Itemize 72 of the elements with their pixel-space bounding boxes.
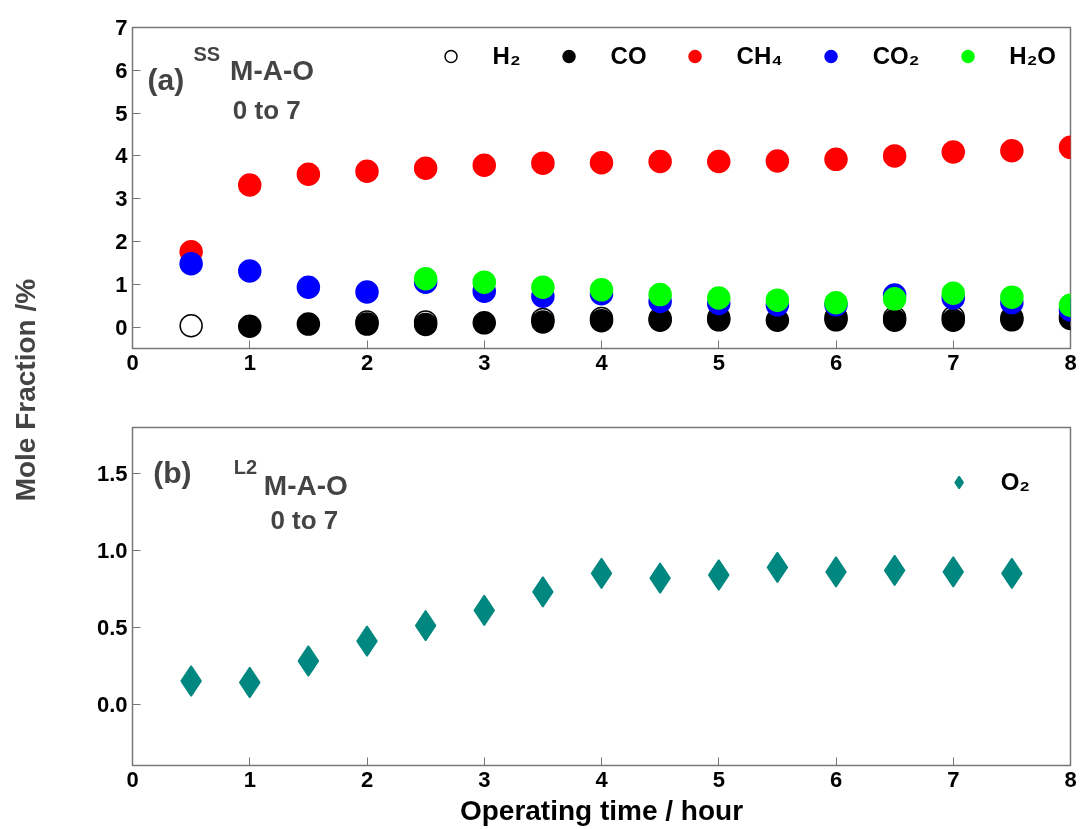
point (648, 282, 672, 307)
x-tick-label: 4 (595, 766, 609, 792)
y-tick-label: 4 (115, 143, 129, 169)
point (531, 151, 555, 175)
x-tick-label: 8 (1064, 766, 1077, 792)
y-tick-label: 5 (115, 100, 128, 126)
legend-label: CO₂ (872, 42, 920, 70)
legend-label: CH₄ (736, 42, 783, 70)
point (882, 144, 907, 168)
annotation: SSM-A-O (193, 42, 315, 87)
legend-label: CO (610, 42, 647, 70)
point (707, 149, 731, 174)
annotation: 0 to 7 (232, 94, 301, 125)
point (648, 149, 672, 174)
point (355, 159, 379, 184)
x-tick-label: 6 (829, 349, 843, 375)
point (296, 162, 321, 187)
point (824, 147, 848, 172)
x-tick-label: 1 (243, 349, 256, 375)
legend-label: H₂O (1009, 42, 1056, 70)
x-tick-label: 3 (478, 349, 491, 375)
point (179, 314, 203, 338)
point (1000, 285, 1024, 309)
x-tick-label: 2 (360, 766, 374, 792)
point (297, 645, 320, 677)
annotation: 0 to 7 (270, 505, 339, 536)
annotation: (a) (147, 62, 185, 96)
point (238, 314, 262, 338)
y-tick-label: 6 (115, 57, 128, 83)
y-tick-label: 1 (115, 271, 128, 297)
point (472, 270, 496, 294)
point (941, 281, 965, 306)
x-tick-label: 2 (360, 349, 374, 375)
legend-label: H₂ (492, 42, 521, 70)
x-tick-label: 8 (1064, 349, 1077, 375)
point (296, 275, 321, 300)
point (238, 259, 262, 283)
y-tick-label: 0.5 (96, 614, 128, 640)
point (765, 288, 790, 312)
point (941, 140, 965, 164)
x-tick-label: 1 (243, 766, 256, 792)
point (1000, 139, 1024, 163)
y-tick-label: 1.5 (96, 461, 128, 487)
x-tick-label: 7 (947, 766, 960, 792)
x-tick-label: 5 (712, 349, 725, 375)
annotation: L2M-A-O (233, 455, 348, 502)
point (238, 173, 262, 197)
point (589, 151, 614, 175)
point (472, 153, 496, 178)
x-tick-label: 5 (712, 766, 725, 792)
legend-label: O₂ (1000, 468, 1030, 496)
y-tick-label: 2 (115, 229, 128, 254)
point (765, 149, 790, 173)
x-tick-label: 6 (829, 766, 843, 792)
point (707, 286, 731, 310)
point (296, 312, 321, 336)
point (413, 156, 438, 181)
y-tick-label: 1.0 (96, 537, 128, 563)
point (179, 252, 203, 276)
x-tick-label: 4 (595, 349, 609, 375)
annotation: (b) (153, 455, 192, 489)
point (531, 275, 555, 300)
point (355, 280, 379, 304)
y-tick-label: 3 (115, 186, 128, 212)
x-tick-label: 3 (478, 766, 491, 792)
y-axis-title: Mole Fraction /% (9, 278, 41, 502)
y-tick-label: 7 (115, 15, 128, 40)
x-axis-title: Operating time / hour (459, 794, 744, 826)
point (472, 311, 496, 335)
x-tick-label: 7 (947, 349, 960, 375)
y-tick-label: 0.0 (96, 691, 128, 717)
y-tick-label: 0 (115, 314, 128, 340)
